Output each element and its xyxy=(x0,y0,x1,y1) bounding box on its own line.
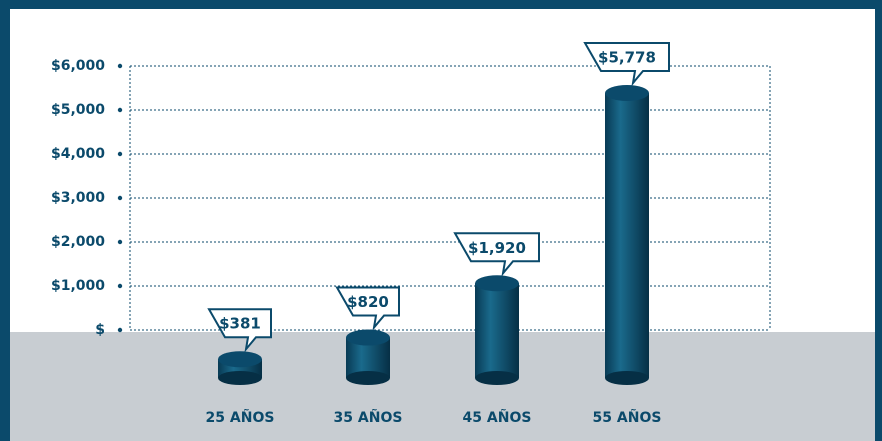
cylinder-bottom xyxy=(218,371,262,385)
callout-box xyxy=(207,308,272,353)
left-border xyxy=(0,0,10,441)
y-tick-label: $5,000 xyxy=(51,102,105,118)
cylinder-top xyxy=(218,351,262,368)
x-tick-label: 55 AÑOS xyxy=(593,409,662,426)
y-tick-label: $1,000 xyxy=(51,278,105,294)
tick-mark xyxy=(117,151,123,157)
value-label: $5,778 xyxy=(598,49,656,67)
top-band xyxy=(0,0,882,9)
floor xyxy=(0,332,882,441)
tick-mark xyxy=(117,107,123,113)
cylinder-top xyxy=(475,275,519,292)
callout-box xyxy=(583,42,670,87)
value-label: $1,920 xyxy=(468,239,526,257)
y-tick-label: $ xyxy=(95,322,105,338)
tick-mark xyxy=(117,239,123,245)
y-tick-label: $2,000 xyxy=(51,234,105,250)
tick-mark xyxy=(117,283,123,289)
value-label: $381 xyxy=(219,315,261,333)
cylinder-bottom xyxy=(346,371,390,385)
tick-mark xyxy=(117,63,123,69)
cylinder-top xyxy=(346,329,390,346)
cylinder-bottom xyxy=(605,371,649,385)
cylinder-body xyxy=(605,93,649,378)
x-tick-label: 35 AÑOS xyxy=(334,409,403,426)
bar xyxy=(346,329,390,385)
cylinder-bottom xyxy=(475,371,519,385)
cylinder-body xyxy=(475,283,519,378)
value-label: $820 xyxy=(347,293,389,311)
right-border xyxy=(875,0,882,441)
y-tick-label: $6,000 xyxy=(51,58,105,74)
y-tick-label: $3,000 xyxy=(51,190,105,206)
x-tick-label: 45 AÑOS xyxy=(463,409,532,426)
bar xyxy=(218,351,262,385)
callout-box xyxy=(335,286,400,332)
callout-box xyxy=(453,232,540,277)
tick-mark xyxy=(117,195,123,201)
x-tick-label: 25 AÑOS xyxy=(206,409,275,426)
bar xyxy=(605,85,649,385)
cylinder-top xyxy=(605,85,649,101)
y-tick-label: $4,000 xyxy=(51,146,105,162)
tick-mark xyxy=(117,327,123,333)
bar xyxy=(475,275,519,385)
